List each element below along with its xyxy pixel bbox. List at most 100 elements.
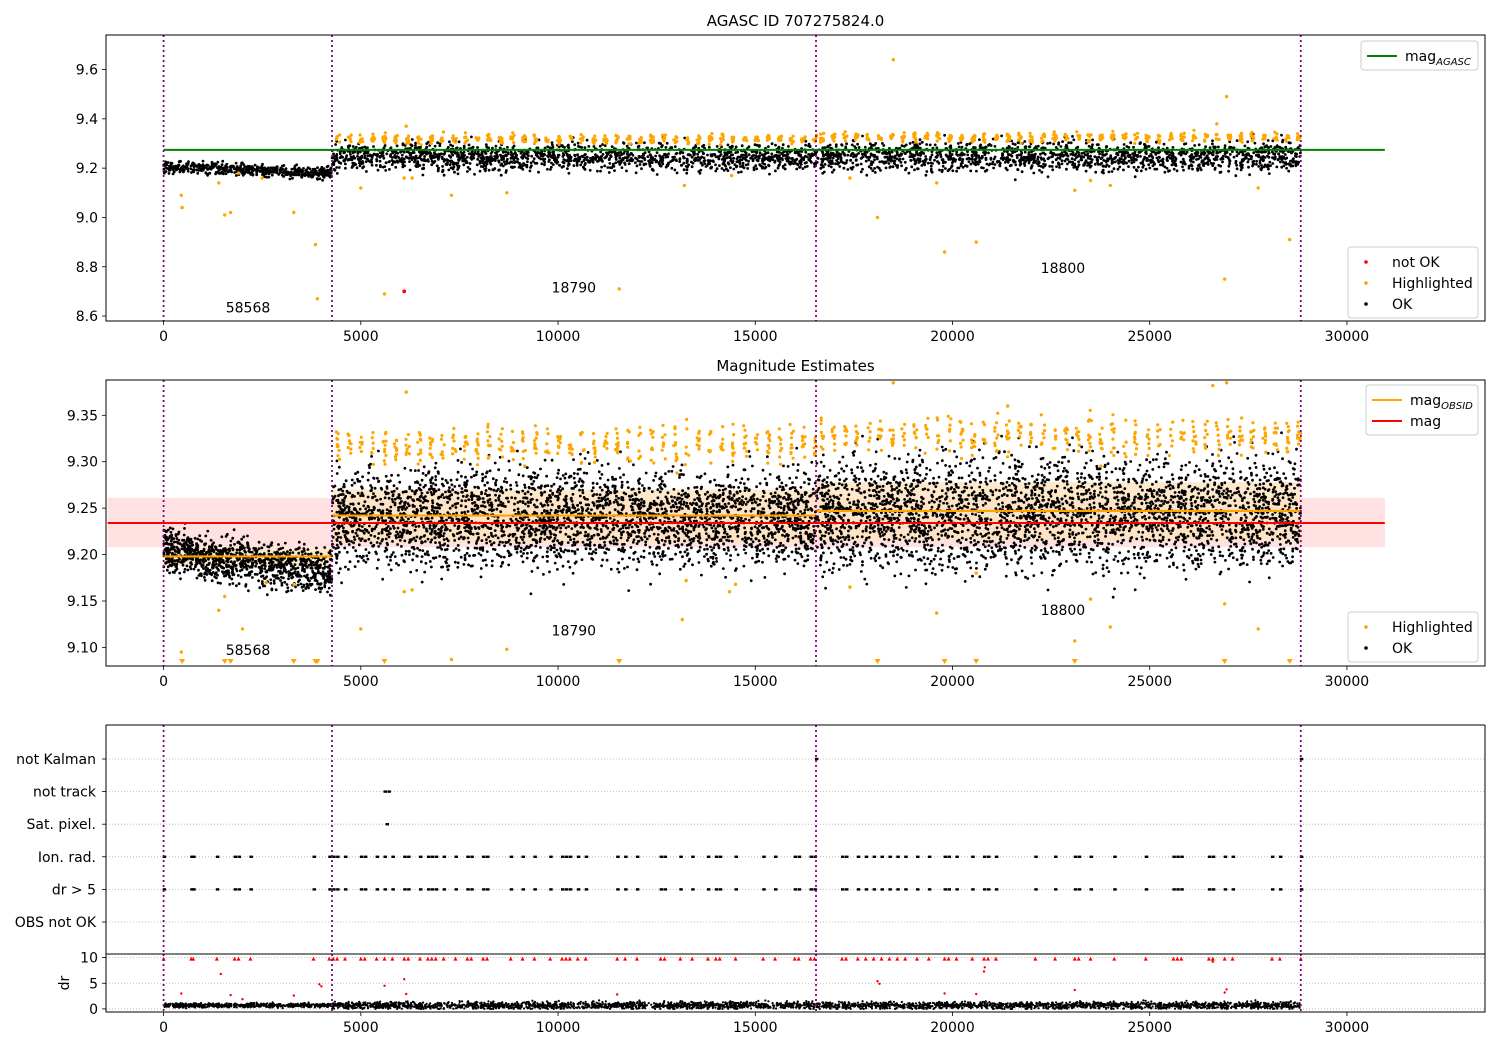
- ok-point: [171, 551, 174, 555]
- ok-point: [749, 156, 752, 160]
- ok-point: [375, 163, 378, 167]
- ok-point: [1060, 159, 1064, 163]
- y-tick-label: 8.8: [76, 260, 98, 276]
- ok-point: [504, 150, 508, 154]
- ok-point: [863, 145, 867, 149]
- ok-point: [1023, 140, 1027, 143]
- ok-point: [619, 151, 623, 154]
- ok-point: [1105, 163, 1109, 167]
- ok-point: [216, 581, 220, 585]
- ok-point: [548, 158, 551, 162]
- ok-point: [625, 156, 629, 160]
- ok-point: [984, 145, 987, 149]
- ok-point: [1142, 164, 1146, 167]
- ok-point: [728, 156, 731, 160]
- ok-point: [597, 157, 601, 161]
- ok-point: [735, 165, 738, 169]
- ok-point: [1133, 150, 1137, 154]
- highlighted-point: [338, 140, 342, 144]
- ok-point: [306, 548, 310, 551]
- highlighted-point: [429, 142, 433, 146]
- ok-point: [344, 166, 347, 170]
- ok-point: [475, 163, 479, 167]
- ok-point: [463, 154, 466, 157]
- ok-point: [768, 155, 771, 159]
- highlighted-point: [1223, 277, 1227, 281]
- ok-point: [1191, 160, 1195, 164]
- highlighted-point: [1203, 139, 1207, 143]
- ok-point: [842, 152, 846, 156]
- ok-point: [733, 163, 737, 167]
- ok-point: [881, 142, 884, 145]
- ok-point: [781, 151, 784, 155]
- ok-point: [620, 153, 624, 156]
- ok-point: [209, 549, 213, 553]
- ok-point: [279, 170, 283, 174]
- highlighted-point: [901, 137, 905, 141]
- ok-point: [854, 159, 858, 162]
- ok-point: [1204, 145, 1207, 149]
- highlighted-point: [474, 136, 478, 140]
- ok-point: [298, 546, 301, 550]
- ok-point: [1287, 169, 1291, 173]
- ok-point: [220, 535, 224, 539]
- highlighted-point: [687, 140, 691, 144]
- ok-point: [907, 171, 911, 175]
- ok-point: [803, 161, 807, 165]
- ok-point: [421, 173, 425, 177]
- ok-point: [529, 161, 533, 165]
- ok-point: [521, 164, 525, 168]
- highlighted-point: [1087, 139, 1091, 143]
- ok-point: [537, 170, 540, 174]
- ok-point: [681, 151, 685, 155]
- ok-point: [1157, 160, 1161, 164]
- obsid-label: 58568: [226, 300, 271, 316]
- ok-point: [579, 163, 583, 167]
- ok-point: [509, 150, 513, 154]
- ok-point: [849, 159, 852, 162]
- ok-point: [1163, 165, 1167, 169]
- highlighted-point: [1145, 139, 1149, 143]
- ok-point: [702, 156, 706, 160]
- ok-point: [166, 565, 170, 569]
- ok-point: [561, 152, 565, 155]
- ok-point: [770, 152, 774, 156]
- ok-point: [884, 160, 888, 164]
- ok-point: [344, 138, 347, 142]
- ok-point: [901, 157, 905, 161]
- highlighted-point: [949, 137, 953, 141]
- ok-point: [766, 158, 770, 162]
- ok-point: [577, 145, 580, 148]
- ok-point: [220, 163, 224, 167]
- ok-point: [306, 166, 310, 170]
- ok-point: [799, 155, 803, 158]
- ok-point: [484, 152, 488, 155]
- ok-point: [722, 168, 726, 172]
- ok-point: [778, 154, 781, 158]
- ok-point: [758, 151, 762, 155]
- ok-point: [327, 174, 331, 178]
- ok-point: [401, 143, 405, 147]
- ok-point: [744, 155, 748, 159]
- ok-point: [378, 159, 382, 163]
- ok-point: [1257, 165, 1261, 168]
- highlighted-point: [358, 140, 362, 144]
- ok-point: [294, 548, 298, 551]
- ok-point: [234, 161, 238, 165]
- ok-point: [1149, 161, 1153, 164]
- highlighted-point: [843, 130, 847, 134]
- highlighted-point: [404, 124, 408, 128]
- ok-point: [196, 537, 200, 541]
- ok-point: [337, 161, 341, 164]
- ok-point: [1252, 151, 1256, 155]
- ok-point: [721, 162, 725, 166]
- highlighted-point: [1133, 133, 1137, 137]
- ok-point: [1147, 144, 1150, 148]
- ok-point: [778, 157, 782, 160]
- ok-point: [1269, 145, 1273, 148]
- ok-point: [1273, 156, 1277, 160]
- ok-point: [1143, 155, 1146, 159]
- ok-point: [735, 160, 739, 164]
- ok-point: [747, 159, 750, 163]
